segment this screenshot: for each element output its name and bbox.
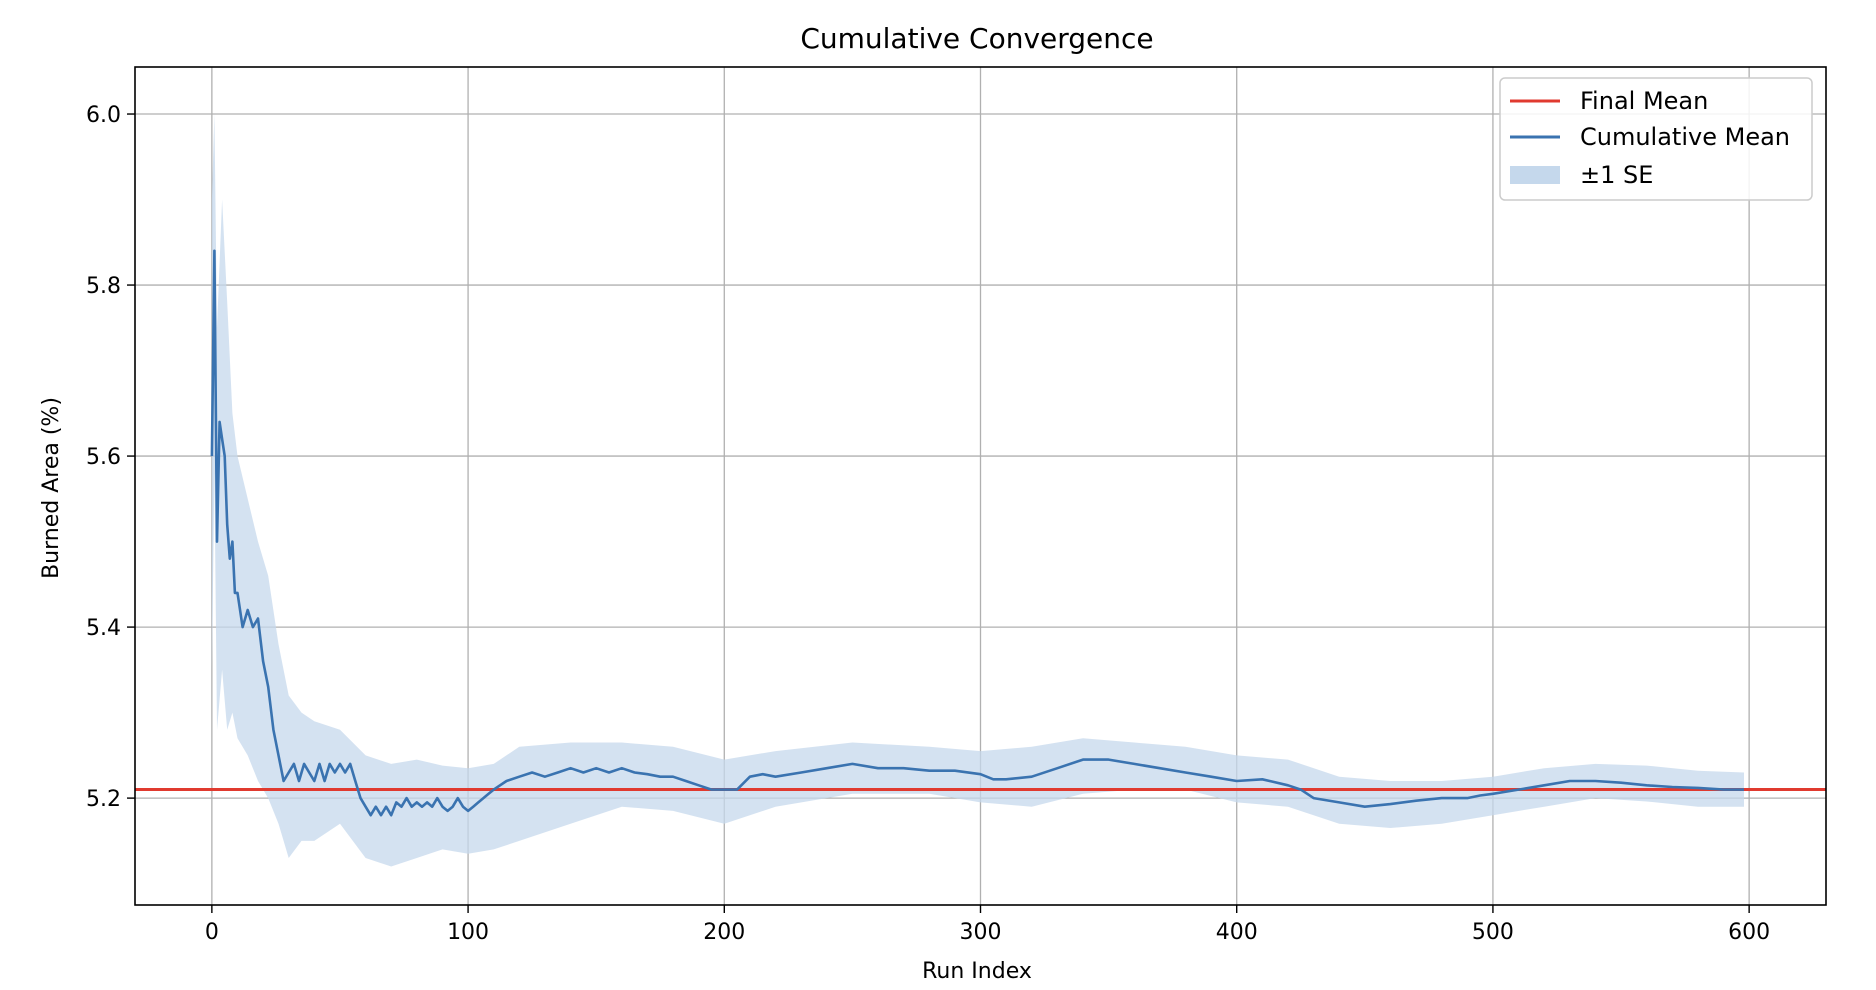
legend: Final Mean Cumulative Mean ±1 SE: [1499, 77, 1813, 201]
chart-title: Cumulative Convergence: [800, 22, 1153, 55]
y-axis-label: Burned Area (%): [39, 397, 64, 579]
legend-final-mean-label: Final Mean: [1580, 87, 1708, 115]
y-tick-label: 6.0: [86, 103, 121, 128]
legend-cumulative-mean-label: Cumulative Mean: [1580, 123, 1790, 151]
x-axis-label: Run Index: [922, 959, 1032, 984]
y-tick-label: 5.6: [86, 445, 121, 470]
y-tick-label: 5.4: [86, 616, 121, 641]
cumulative-mean-layer: [210, 249, 1744, 817]
y-tick-label: 5.8: [86, 274, 121, 299]
x-tick-label: 400: [1216, 920, 1258, 945]
y-axis-ticks: 5.2 5.4 5.6 5.8 6.0: [86, 103, 135, 812]
legend-se-swatch: [1510, 166, 1560, 184]
x-tick-label: 500: [1472, 920, 1514, 945]
se-band: [211, 114, 1744, 867]
x-axis-ticks: 0 100 200 300 400 500 600: [205, 905, 1770, 945]
x-tick-label: 200: [703, 920, 745, 945]
x-tick-label: 300: [960, 920, 1002, 945]
legend-se-label: ±1 SE: [1580, 161, 1653, 189]
x-tick-label: 600: [1728, 920, 1770, 945]
x-tick-label: 100: [447, 920, 489, 945]
legend-box: [1499, 77, 1813, 201]
se-band-layer: [211, 114, 1744, 867]
cumulative-mean-line: [210, 249, 1744, 817]
x-tick-label: 0: [205, 920, 219, 945]
y-tick-label: 5.2: [86, 787, 121, 812]
